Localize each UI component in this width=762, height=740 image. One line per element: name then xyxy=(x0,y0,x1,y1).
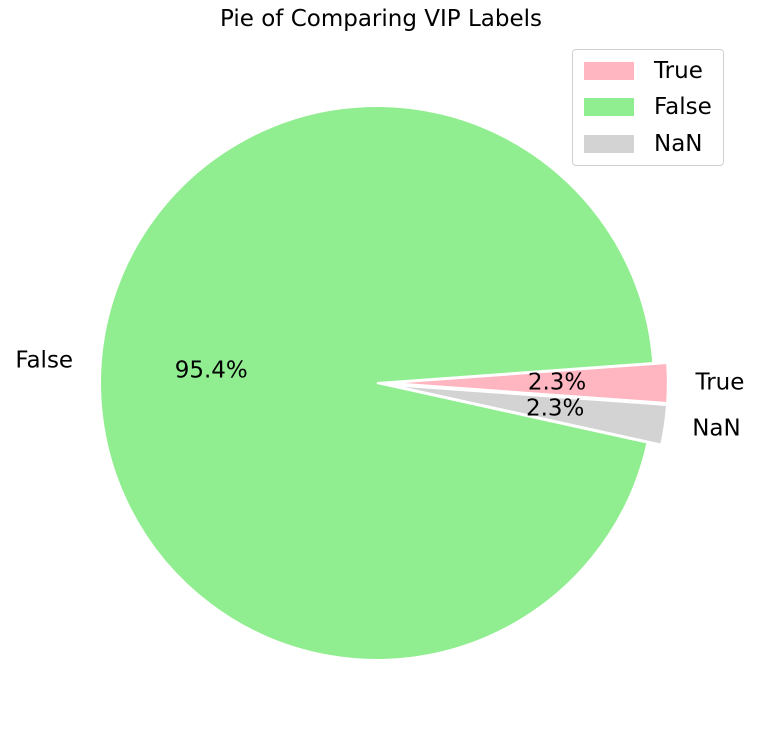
slice-pct-true: 2.3% xyxy=(528,370,586,396)
legend-item-nan: NaN xyxy=(584,131,703,157)
legend-item-false: False xyxy=(584,94,712,120)
legend-swatch-false xyxy=(584,98,634,116)
legend-label-nan: NaN xyxy=(654,131,703,157)
slice-label-nan: NaN xyxy=(692,415,741,441)
slice-label-true: True xyxy=(695,370,745,396)
legend-swatch-true xyxy=(584,62,634,80)
pie-slice-true xyxy=(390,361,669,405)
slice-pct-false: 95.4% xyxy=(175,358,248,384)
pie-slice-nan xyxy=(390,383,669,446)
legend-item-true: True xyxy=(584,58,703,84)
slice-pct-nan: 2.3% xyxy=(526,395,584,421)
legend-swatch-nan xyxy=(584,135,634,153)
slice-label-false: False xyxy=(15,348,73,374)
chart-title: Pie of Comparing VIP Labels xyxy=(220,6,542,32)
legend: True False NaN xyxy=(572,49,724,166)
pie-slice-false xyxy=(99,104,655,661)
legend-label-true: True xyxy=(654,58,703,84)
legend-label-false: False xyxy=(654,94,712,120)
